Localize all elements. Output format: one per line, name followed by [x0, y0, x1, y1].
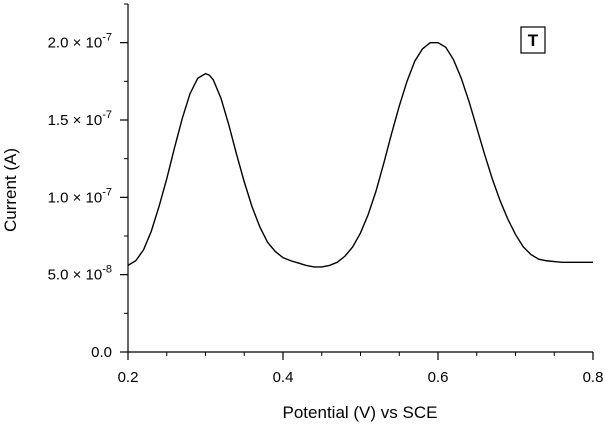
x-tick-label: 0.2	[118, 369, 139, 386]
x-minor-ticks	[166, 352, 555, 356]
y-tick-label: 2.0 × 10-7	[48, 32, 112, 52]
y-major-ticks	[120, 42, 128, 353]
panel-label-box	[520, 26, 546, 54]
y-tick-label: 1.0 × 10-7	[48, 186, 112, 206]
panel-label: T	[528, 31, 539, 50]
x-major-ticks	[127, 352, 594, 360]
x-axis-title: Potential (V) vs SCE	[283, 403, 438, 422]
x-tick-label: 0.8	[583, 369, 604, 386]
y-minor-ticks	[124, 3, 128, 314]
x-tick-label: 0.4	[273, 369, 294, 386]
x-tick-label: 0.6	[428, 369, 449, 386]
current-series-line	[127, 41, 593, 268]
y-axis-title: Current (A)	[1, 148, 20, 232]
y-tick-label: 5.0 × 10-8	[48, 264, 112, 284]
y-tick-labels: 0.0 5.0 × 10-8 1.0 × 10-7 1.5 × 10-7 2.0 × 1…	[48, 32, 112, 361]
x-tick-labels: 0.2 0.4 0.6 0.8	[118, 369, 604, 386]
y-tick-label: 1.5 × 10-7	[48, 109, 112, 129]
y-tick-label: 0.0	[91, 344, 112, 361]
